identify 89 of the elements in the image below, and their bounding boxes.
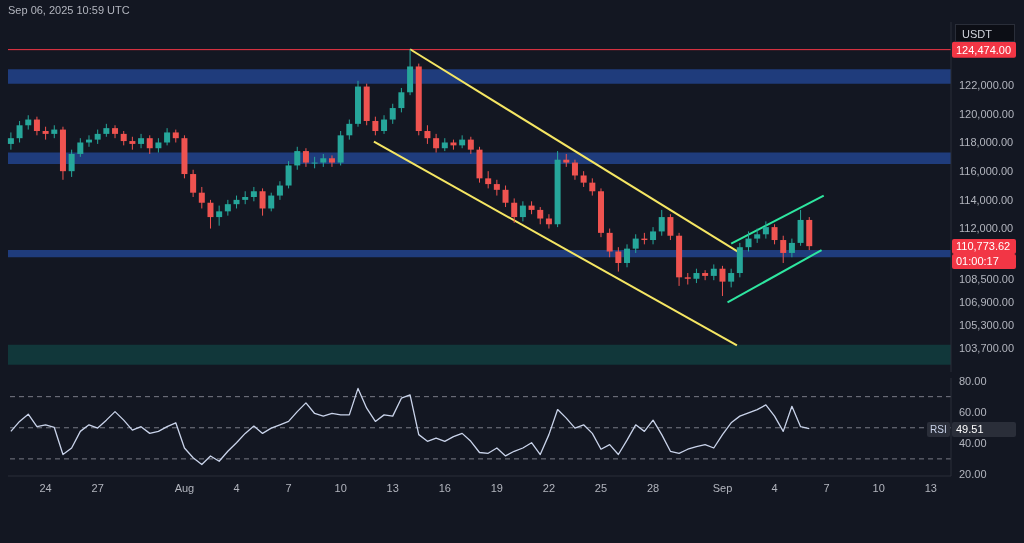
candlestick — [719, 265, 726, 297]
y-tick-label: 114,000.00 — [959, 193, 1014, 206]
text: 49.51 — [952, 421, 1016, 437]
candlestick — [667, 213, 674, 241]
candlestick — [328, 154, 335, 168]
candlestick — [493, 179, 500, 197]
candlestick — [658, 209, 665, 237]
x-tick-label: Sep — [712, 481, 733, 494]
candlestick — [285, 160, 292, 189]
candlestick — [511, 197, 518, 224]
x-tick-label: 13 — [924, 481, 937, 494]
candlestick — [780, 235, 787, 264]
candlestick — [650, 226, 657, 245]
candlestick — [606, 228, 613, 258]
candlestick — [302, 147, 309, 168]
x-tick-label: 10 — [334, 481, 347, 494]
candlestick — [424, 124, 431, 145]
candlestick — [389, 103, 396, 125]
x-tick-label: 13 — [386, 481, 399, 494]
candlestick — [398, 87, 405, 113]
x-tick-label: 4 — [771, 481, 778, 494]
y-tick-label: 20.00 — [959, 468, 987, 481]
candlestick — [615, 246, 622, 273]
candlestick — [294, 146, 301, 171]
x-tick-label: 19 — [490, 481, 503, 494]
x-tick-label: 25 — [594, 481, 608, 494]
candlestick — [250, 186, 257, 202]
y-tick-label: 106,900.00 — [959, 295, 1015, 308]
candlestick — [16, 120, 23, 143]
x-tick-label: 24 — [39, 481, 52, 494]
y-tick-label: 60.00 — [959, 406, 987, 419]
candlestick — [207, 199, 214, 230]
text: RSI — [927, 421, 950, 437]
y-axis-title: USDT — [955, 24, 1015, 42]
x-tick-label: 27 — [91, 481, 104, 494]
y-tick-label: 40.00 — [959, 437, 987, 450]
candlestick — [7, 131, 14, 151]
y-tick-label: 118,000.00 — [959, 136, 1014, 149]
y-tick-label: 108,500.00 — [959, 272, 1015, 285]
candlestick — [728, 268, 735, 288]
candlestick — [502, 185, 509, 208]
candlestick — [276, 180, 283, 201]
candlestick — [684, 272, 691, 285]
candlestick — [788, 238, 795, 258]
x-tick-label: 22 — [542, 481, 556, 494]
candlestick — [771, 223, 778, 245]
candlestick — [624, 243, 631, 268]
candlestick — [797, 209, 804, 247]
candlestick — [146, 134, 153, 155]
candlestick — [745, 230, 752, 253]
candlestick — [190, 169, 197, 198]
ref-line-label: 124,474.00 — [956, 43, 1012, 56]
x-tick-label: 4 — [233, 481, 240, 494]
x-tick-label: 7 — [823, 481, 830, 494]
candlestick — [311, 156, 318, 169]
x-tick-label: 28 — [646, 481, 660, 494]
candlestick — [77, 137, 84, 158]
x-tick-label: Aug — [174, 481, 195, 494]
y-tick-label: 105,300.00 — [959, 318, 1015, 331]
candlestick — [433, 133, 440, 154]
candlestick — [268, 192, 275, 212]
candlestick — [632, 233, 639, 254]
candlestick — [112, 124, 119, 139]
candlestick — [216, 205, 223, 227]
candlestick — [702, 269, 709, 281]
text: 110,773.62 — [952, 239, 1016, 255]
candlestick — [762, 220, 769, 240]
candlestick — [68, 149, 75, 178]
chart-subtitle: Sep 06, 2025 10:59 UTC — [8, 4, 130, 16]
y-tick-label: 103,700.00 — [959, 341, 1015, 354]
y-tick-label: 112,000.00 — [959, 222, 1014, 235]
candlestick — [519, 200, 526, 222]
candlestick — [381, 114, 388, 135]
candlestick — [372, 116, 379, 136]
candlestick — [198, 186, 205, 209]
x-tick-label: 10 — [872, 481, 885, 494]
candlestick — [346, 119, 353, 141]
candlestick — [259, 187, 266, 217]
candlestick — [33, 116, 40, 136]
candlestick — [138, 133, 145, 149]
y-tick-label: 80.00 — [959, 375, 987, 388]
y-tick-label: 116,000.00 — [959, 165, 1014, 178]
text: 01:00:17 — [952, 254, 1016, 270]
candlestick — [571, 159, 578, 181]
x-tick-label: 7 — [285, 481, 292, 494]
x-tick-label: 16 — [438, 481, 451, 494]
y-tick-label: 122,000.00 — [959, 79, 1015, 92]
line-series — [10, 387, 810, 466]
y-tick-label: 120,000.00 — [959, 107, 1015, 120]
